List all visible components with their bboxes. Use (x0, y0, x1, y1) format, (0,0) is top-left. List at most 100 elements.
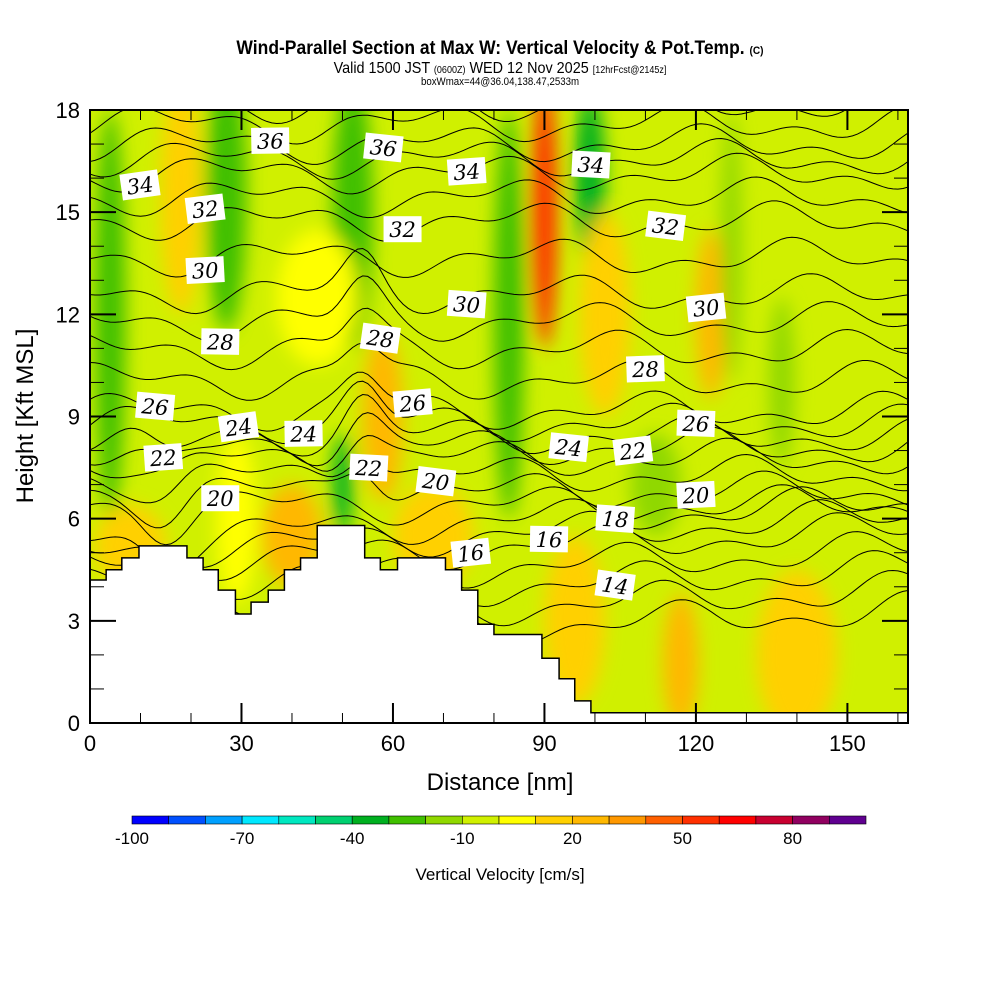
w-cell (493, 110, 525, 519)
theta-contour-line (90, 412, 908, 467)
contour-label-text: 34 (577, 153, 605, 178)
x-tick-label: 120 (678, 731, 715, 756)
contour-label: 14 (594, 569, 636, 601)
theta-contour-line (245, 110, 847, 125)
colorbar-swatch (425, 815, 463, 825)
terrain-profile (89, 524, 909, 724)
contour-label: 32 (383, 216, 422, 243)
contour-label-box (676, 480, 716, 509)
w-cell (216, 433, 257, 604)
theta-contour-line (90, 176, 908, 219)
colorbar-label: Vertical Velocity [cm/s] (415, 865, 584, 884)
contour-label-box (415, 465, 457, 497)
contour-label-text: 26 (140, 394, 170, 420)
contour-label-box (284, 420, 323, 447)
theta-contour-line (90, 512, 908, 581)
contour-label-box (201, 485, 240, 512)
contour-label-text: 20 (206, 487, 234, 511)
contour-label-text: 16 (456, 540, 485, 567)
contour-label-text: 30 (692, 295, 721, 322)
colorbar-tick-label: -10 (450, 829, 475, 848)
theta-contour-line (90, 307, 908, 371)
colorbar-swatch (498, 815, 537, 825)
contour-label-box (446, 157, 487, 186)
colorbar-swatch (608, 815, 647, 825)
contour-label-box (685, 292, 727, 323)
colorbar-swatch (792, 815, 830, 825)
w-cell (721, 110, 742, 383)
contour-label-box (450, 537, 491, 568)
y-tick-label: 12 (56, 302, 80, 327)
colorbar-swatch (572, 815, 610, 825)
colorbar-swatch (718, 815, 757, 825)
copyright: (C) (749, 45, 764, 57)
colorbar-swatch (388, 815, 426, 825)
contour-label-text: 36 (257, 129, 284, 153)
contour-label: 30 (185, 256, 225, 285)
contour-label-text: 14 (600, 572, 630, 599)
colorbar-swatch (682, 815, 720, 825)
contour-label: 26 (676, 409, 716, 437)
contour-label: 30 (685, 292, 727, 323)
theta-contour-line (90, 453, 908, 504)
w-cell (756, 569, 838, 723)
colorbar-swatch (168, 815, 206, 825)
x-tick-label: 0 (84, 731, 96, 756)
contour-label-box (645, 210, 687, 242)
y-tick-label: 0 (68, 711, 80, 736)
w-cell (663, 593, 699, 723)
colorbar-tick-label: 50 (673, 829, 692, 848)
contour-label: 30 (446, 289, 487, 319)
contour-label: 34 (119, 169, 161, 201)
theta-contour-line (90, 137, 908, 180)
contour-label-box (185, 256, 225, 285)
colorbar-swatch (315, 815, 353, 825)
contour-label-box (383, 216, 422, 243)
contour-label-box (251, 127, 290, 154)
contour-label-text: 28 (364, 325, 395, 353)
contour-label: 36 (251, 127, 290, 154)
contour-label: 24 (284, 420, 323, 447)
contour-label: 24 (217, 411, 260, 443)
colorbar-tick-label: -70 (230, 829, 255, 848)
contour-label-box (349, 453, 389, 482)
contour-label-box (359, 322, 401, 354)
contour-label-text: 30 (452, 292, 480, 318)
contour-label-text: 28 (631, 357, 660, 382)
valid-time: Valid 1500 JST (333, 60, 430, 77)
x-tick-label: 30 (229, 731, 253, 756)
contour-label-text: 26 (681, 412, 710, 437)
contour-labels: 34 36 36 34 34 32 32 32 30 30 30 28 28 28 26 26 26 24 24 24… (119, 127, 727, 601)
y-tick-label: 18 (56, 98, 80, 123)
w-cell (531, 110, 558, 349)
contour-label-text: 32 (651, 213, 680, 240)
contour-label-box (184, 193, 226, 224)
contour-label: 28 (625, 355, 665, 383)
contour-label-text: 20 (681, 483, 710, 508)
contour-label: 32 (645, 210, 687, 242)
contour-label: 22 (349, 453, 389, 482)
contour-label-box (119, 169, 161, 201)
contour-label-text: 34 (125, 172, 155, 199)
contour-label-text: 30 (191, 258, 219, 283)
colorbar-swatch (351, 815, 390, 825)
theta-contour-line (90, 342, 908, 401)
contour-label-box (529, 525, 569, 553)
chart-title: Wind-Parallel Section at Max W: Vertical… (40, 38, 960, 60)
y-axis-label: Height [Kft MSL] (12, 329, 39, 504)
colorbar-tick-label: 20 (563, 829, 582, 848)
colorbar-tick-label: 80 (783, 829, 802, 848)
colorbar-tick-label: -100 (115, 829, 149, 848)
theta-contour-line (90, 110, 895, 145)
chart-subtitle: Valid 1500 JST (0600Z) WED 12 Nov 2025 [… (50, 60, 950, 78)
contour-label-text: 36 (369, 135, 398, 162)
contour-label: 24 (548, 432, 589, 463)
theta-contour-line (90, 152, 908, 195)
theta-contour-line (90, 499, 908, 569)
colorbar-swatch (755, 815, 793, 825)
colorbar: -100 -70 -40 -10 20 50 80 (115, 815, 867, 848)
contour-label: 28 (359, 322, 401, 354)
theta-contour-line (90, 236, 908, 278)
theta-contour-line (90, 371, 908, 432)
